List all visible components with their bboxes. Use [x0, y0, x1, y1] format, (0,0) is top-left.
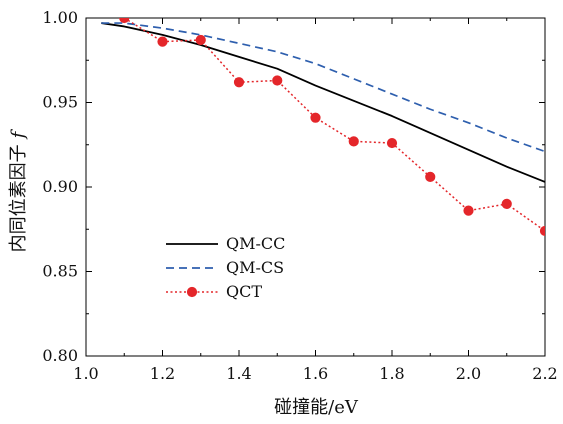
- data-point-qct: [539, 225, 545, 237]
- data-point-qct: [463, 205, 474, 216]
- x-axis-label: 碰撞能/eV: [274, 397, 359, 418]
- series-qm-cs: [101, 22, 545, 153]
- axis-labels: 碰撞能/eV 内同位素因子 f: [8, 128, 359, 418]
- legend-label-qm-cc: QM-CC: [226, 234, 285, 253]
- data-point-qct: [233, 77, 245, 88]
- y-axis-label-symbol: f: [8, 128, 29, 140]
- series-line-qm-cs: [101, 22, 545, 153]
- data-point-qct: [119, 18, 130, 24]
- y-axis-label: 内同位素因子 f: [8, 128, 29, 252]
- legend-label-qm-cs: QM-CS: [226, 258, 284, 277]
- legend-label-qct: QCT: [226, 282, 262, 301]
- data-point-qct: [348, 136, 359, 147]
- x-tick-label: 1.6: [303, 364, 328, 383]
- series-qm-cc: [101, 22, 545, 183]
- legend: QM-CC QM-CS QCT: [166, 234, 285, 301]
- y-tick-label: 0.85: [42, 262, 78, 281]
- plot-frame: [85, 17, 546, 357]
- data-point-qct: [425, 171, 436, 182]
- y-tick-label: 0.95: [42, 93, 78, 112]
- data-point-qct: [157, 36, 168, 47]
- x-tick-label: 2.0: [456, 364, 481, 383]
- x-tick-label: 2.2: [532, 364, 557, 383]
- data-point-qct: [501, 198, 512, 209]
- axes: 1.0 1.2 1.4 1.6 1.8 2.0 2.2 0.80 0.85 0.90 0.95 1.0…: [42, 8, 557, 383]
- series-qct: [119, 18, 545, 237]
- data-point-qct: [272, 75, 283, 86]
- y-tick-label: 0.80: [42, 346, 78, 365]
- y-tick-label: 1.00: [42, 8, 78, 27]
- data-point-qct: [386, 137, 398, 149]
- series-group: [101, 18, 545, 237]
- x-tick-label: 1.0: [73, 364, 98, 383]
- y-axis-label-text: 内同位素因子: [8, 144, 29, 252]
- legend-marker-qct: [186, 286, 198, 298]
- data-point-qct: [310, 112, 321, 123]
- x-tick-label: 1.4: [226, 364, 251, 383]
- series-line-qct: [123, 18, 545, 232]
- y-tick-label: 0.90: [42, 177, 78, 196]
- x-tick-label: 1.8: [379, 364, 404, 383]
- series-line-qm-cc: [101, 22, 545, 183]
- data-point-qct: [195, 34, 206, 46]
- x-tick-label: 1.2: [150, 364, 175, 383]
